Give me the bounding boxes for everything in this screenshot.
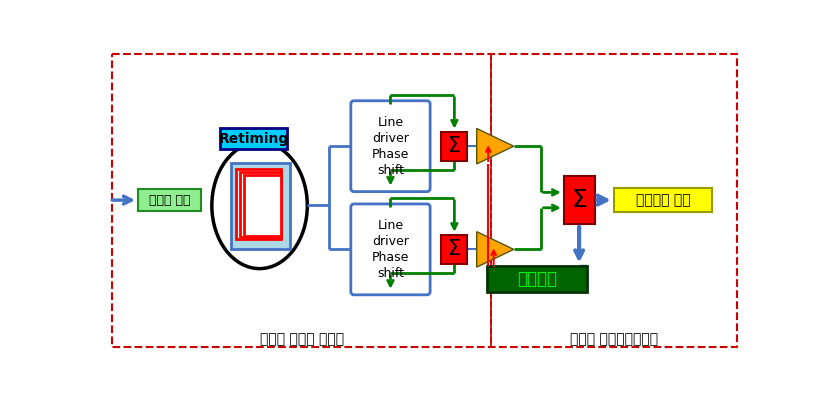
Bar [219, 129, 287, 148]
Bar [237, 169, 281, 239]
Text: Σ: Σ [447, 136, 461, 156]
Text: Σ: Σ [571, 188, 586, 212]
FancyBboxPatch shape [351, 101, 429, 192]
FancyBboxPatch shape [351, 204, 429, 295]
Bar [563, 176, 594, 224]
Text: Σ: Σ [447, 239, 461, 259]
Bar [441, 235, 467, 264]
Text: Retiming: Retiming [218, 131, 288, 145]
Bar [231, 163, 289, 249]
Text: 아나로그 신호: 아나로그 신호 [635, 193, 690, 207]
Bar [138, 189, 201, 211]
Text: 제어보드: 제어보드 [516, 270, 556, 288]
Bar [613, 188, 711, 212]
Bar [244, 175, 281, 235]
Ellipse shape [212, 143, 307, 269]
Text: Line
driver
Phase
shift: Line driver Phase shift [371, 219, 409, 280]
Text: 디지털 데이터 상쇄기: 디지털 데이터 상쇄기 [260, 332, 343, 347]
Bar [240, 172, 281, 237]
Bar [486, 266, 586, 292]
Text: Line
driver
Phase
shift: Line driver Phase shift [371, 116, 409, 177]
Text: 디지털 아나로그등화기: 디지털 아나로그등화기 [569, 332, 657, 347]
Text: 디지털 신호: 디지털 신호 [149, 194, 190, 206]
Polygon shape [476, 232, 513, 267]
Bar [441, 131, 467, 161]
Polygon shape [476, 129, 513, 164]
